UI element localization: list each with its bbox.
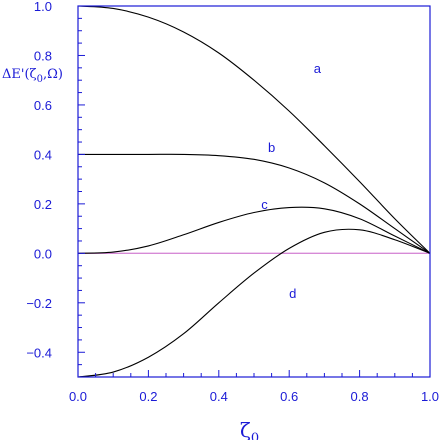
y-tick-label: −0.4 xyxy=(26,345,52,360)
y-tick-label: 0.8 xyxy=(34,48,52,63)
x-tick-label: 0.6 xyxy=(280,389,298,404)
curve-b xyxy=(78,153,431,254)
curve-a xyxy=(77,5,431,254)
x-tick-label: 1.0 xyxy=(421,389,439,404)
y-axis-label-part: ΔE'(ζ xyxy=(2,67,37,82)
x-axis-label: ζ0 xyxy=(240,418,259,440)
curve-label-d: d xyxy=(289,286,296,301)
curve-c xyxy=(77,206,431,254)
x-axis-label-subscript: 0 xyxy=(251,431,259,440)
y-axis-label: ΔE'(ζ0,Ω) xyxy=(2,67,63,85)
curve-label-b: b xyxy=(268,140,275,155)
y-tick-label: 0.6 xyxy=(34,98,52,113)
y-tick-label: −0.2 xyxy=(26,296,52,311)
x-tick-label: 0.4 xyxy=(210,389,228,404)
y-tick-label: 0.4 xyxy=(34,147,52,162)
curve-label-c: c xyxy=(261,197,268,212)
y-tick-label: 1.0 xyxy=(34,0,52,14)
x-axis-label-symbol: ζ xyxy=(240,418,251,440)
curve-d xyxy=(77,228,431,378)
y-axis-label-subscript: 0 xyxy=(37,74,43,85)
x-tick-label: 0.8 xyxy=(351,389,369,404)
plot-frame xyxy=(77,5,431,378)
x-tick-label: 0.2 xyxy=(139,389,157,404)
y-tick-label: 0.2 xyxy=(34,197,52,212)
y-tick-label: 0.0 xyxy=(34,246,52,261)
curve-label-a: a xyxy=(314,61,322,76)
x-tick-label: 0.0 xyxy=(69,389,87,404)
y-axis-label-part: ,Ω) xyxy=(43,67,63,82)
